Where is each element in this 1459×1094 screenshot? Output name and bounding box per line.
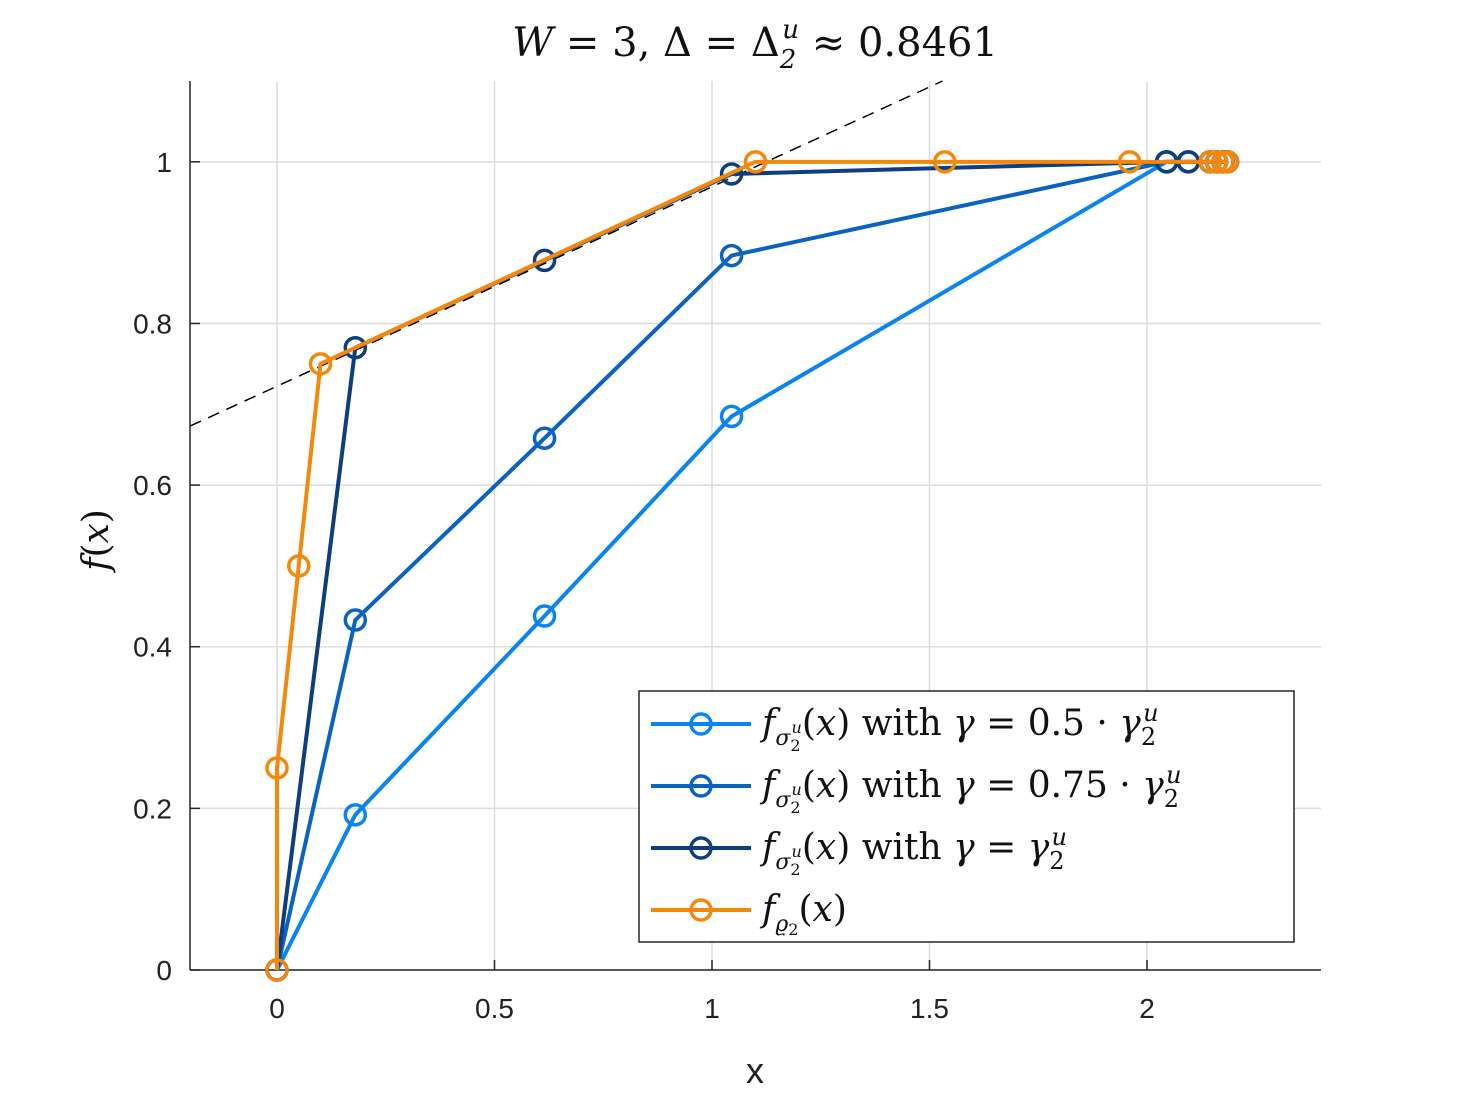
legend-label-2: fσ2u(x) with γ = 0.75 · γ2u — [759, 761, 1181, 817]
series-4-point-5 — [932, 150, 957, 174]
legend-box — [638, 690, 1295, 943]
series-4-point-10 — [1215, 150, 1240, 174]
legend-entry-3: fσ2u(x) with γ = γ2u — [651, 823, 1067, 879]
series-4-point-7 — [1198, 150, 1222, 174]
reference-line-layer — [189, 80, 943, 427]
legend-label-4: fϱ2(x) — [759, 889, 847, 939]
legend-entry-1: fσ2u(x) with γ = 0.5 · γ2u — [651, 699, 1159, 755]
series-4-point-1 — [265, 756, 289, 780]
x-tick-label-3: 1.5 — [910, 993, 949, 1024]
legend-marker-4 — [689, 898, 713, 922]
y-axis-label: f(x) — [76, 509, 117, 574]
series-4-point-3 — [308, 352, 333, 376]
legend-label-1: fσ2u(x) with γ = 0.5 · γ2u — [759, 699, 1159, 755]
x-axis-label: x — [746, 1050, 764, 1091]
y-tick-label-5: 1 — [156, 147, 172, 178]
series-3-point-2 — [532, 248, 557, 273]
x-tick-label-0: 0 — [269, 993, 285, 1024]
series-2-point-3 — [719, 243, 744, 268]
reference-dashed-line — [189, 80, 943, 427]
legend: fσ2u(x) with γ = 0.5 · γ2u fσ2u(x) with … — [638, 690, 1295, 943]
series-4-point-2 — [287, 554, 311, 578]
series-4-point-8 — [1204, 150, 1229, 174]
series-3-point-1 — [343, 335, 368, 360]
y-tick-label-3: 0.6 — [133, 470, 172, 501]
y-tick-label-2: 0.4 — [133, 632, 172, 663]
chart-title: W = 3, Δ = Δ2u ≈ 0.8461 — [512, 15, 998, 75]
x-tick-label-2: 1 — [704, 993, 720, 1024]
y-tick-label-1: 0.2 — [133, 793, 172, 824]
series-1-point-2 — [532, 604, 557, 628]
series-1-point-3 — [719, 404, 744, 429]
series-1-point-1 — [343, 803, 368, 827]
series-4-point-6 — [1117, 150, 1142, 174]
x-tick-label-4: 2 — [1139, 993, 1155, 1024]
legend-marker-1 — [689, 712, 713, 736]
legend-marker-3 — [689, 836, 713, 860]
axes: 0 0.5 1 1.5 2 0 0.2 0.4 0.6 0.8 1 — [133, 81, 1321, 1024]
series-3-point-3 — [719, 162, 744, 186]
legend-entry-2: fσ2u(x) with γ = 0.75 · γ2u — [651, 761, 1181, 817]
legend-label-3: fσ2u(x) with γ = γ2u — [759, 823, 1067, 879]
x-tick-label-1: 0.5 — [475, 993, 514, 1024]
y-tick-label-0: 0 — [156, 955, 172, 986]
series-4-point-4 — [743, 150, 768, 174]
series-2-point-1 — [343, 608, 368, 632]
legend-marker-2 — [689, 774, 713, 798]
series-2-point-2 — [532, 426, 557, 450]
y-tick-label-4: 0.8 — [133, 308, 172, 339]
series-layer — [265, 150, 1240, 982]
legend-entry-4: fϱ2(x) — [651, 889, 847, 939]
series-4 — [265, 150, 1240, 982]
series-4-point-0 — [265, 958, 289, 982]
